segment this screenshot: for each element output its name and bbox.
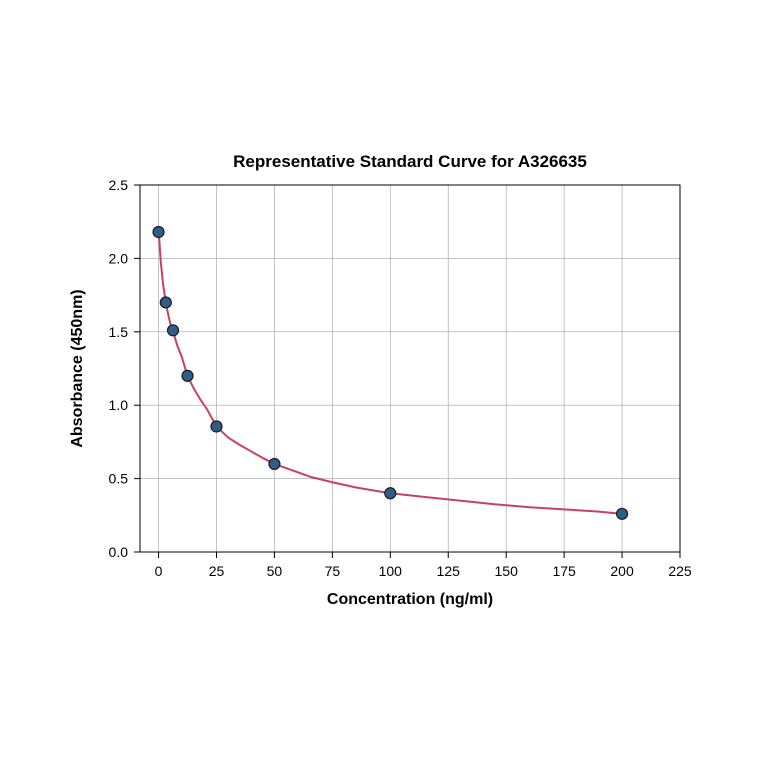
data-point	[211, 421, 222, 432]
svg-text:125: 125	[437, 563, 461, 579]
chart-title: Representative Standard Curve for A32663…	[233, 152, 587, 171]
svg-text:0: 0	[155, 563, 163, 579]
x-axis-ticks: 0 25 50 75 100 125 150 175 200 225	[155, 552, 692, 579]
chart-svg: Representative Standard Curve for A32663…	[0, 0, 764, 764]
x-axis-label: Concentration (ng/ml)	[327, 591, 493, 608]
data-point	[153, 226, 164, 237]
plot-border	[140, 185, 680, 552]
svg-text:0.5: 0.5	[109, 471, 129, 487]
svg-text:200: 200	[610, 563, 634, 579]
svg-text:150: 150	[495, 563, 519, 579]
data-point	[160, 297, 171, 308]
svg-text:1.0: 1.0	[109, 397, 129, 413]
svg-text:0.0: 0.0	[109, 544, 129, 560]
svg-text:25: 25	[209, 563, 225, 579]
data-point	[617, 508, 628, 519]
data-point	[269, 458, 280, 469]
svg-text:100: 100	[379, 563, 403, 579]
svg-text:50: 50	[267, 563, 283, 579]
svg-text:225: 225	[668, 563, 692, 579]
grid	[140, 185, 680, 552]
svg-text:1.5: 1.5	[109, 324, 129, 340]
data-point	[168, 325, 179, 336]
data-point	[182, 370, 193, 381]
y-axis-ticks: 0.0 0.5 1.0 1.5 2.0 2.5	[109, 177, 140, 560]
standard-curve-chart: Representative Standard Curve for A32663…	[0, 0, 764, 764]
data-point	[385, 488, 396, 499]
svg-text:75: 75	[325, 563, 341, 579]
svg-text:175: 175	[552, 563, 576, 579]
y-axis-label: Absorbance (450nm)	[69, 289, 86, 447]
svg-text:2.0: 2.0	[109, 250, 129, 266]
svg-text:2.5: 2.5	[109, 177, 129, 193]
